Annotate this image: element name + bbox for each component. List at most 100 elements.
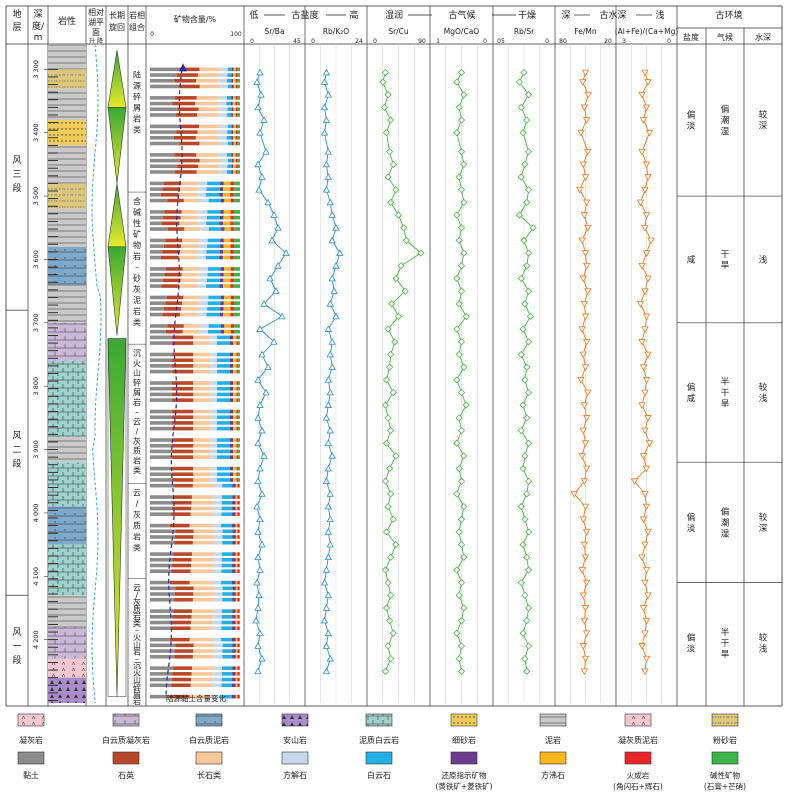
data-point xyxy=(254,103,262,111)
mineral-bar-segment xyxy=(175,96,197,100)
mineral-bar-segment xyxy=(172,466,194,471)
mineral-bar-segment xyxy=(179,284,198,288)
header-stratum-char: 层 xyxy=(12,22,21,33)
legend-label: 还原指示矿物 xyxy=(442,770,487,780)
rock-assoc-label-char: – xyxy=(135,408,139,417)
header-stratum: 地层 xyxy=(12,8,21,33)
rock-assoc-label-char: 屑 xyxy=(133,103,141,112)
mineral-bar-segment xyxy=(169,523,190,528)
data-point xyxy=(382,604,391,612)
env-depth: 浅 xyxy=(759,393,768,404)
mineral-bar-segment xyxy=(239,483,240,488)
header-lake-level-sub: 升 降 xyxy=(89,37,103,45)
data-point xyxy=(324,439,333,447)
mineral-bar-segment xyxy=(196,78,219,83)
header-env: 古环境 xyxy=(715,9,742,21)
data-point xyxy=(579,592,587,600)
mineral-bar-segment xyxy=(233,96,236,100)
mineral-bar-segment xyxy=(176,130,198,134)
data-point xyxy=(387,426,395,435)
mineral-bar-segment xyxy=(231,523,236,528)
mineral-bar-segment xyxy=(229,369,234,374)
mineral-bar-segment xyxy=(150,295,167,300)
mineral-bar-segment xyxy=(210,415,218,420)
data-point xyxy=(582,465,591,473)
mineral-bar-segment xyxy=(233,455,237,459)
legend-label: 黏土 xyxy=(23,770,39,780)
mineral-bar-segment xyxy=(235,620,238,625)
header-depth: 度/ xyxy=(32,20,45,32)
mineral-bar-segment xyxy=(231,227,235,231)
mineral-bar-segment xyxy=(235,609,238,613)
mineral-bar-segment xyxy=(212,683,222,688)
rock-assoc-label-char: 岩 xyxy=(133,646,141,656)
legend-swatch xyxy=(195,751,223,765)
data-point xyxy=(580,478,589,486)
mineral-bar-segment xyxy=(207,301,221,305)
mineral-bar-segment xyxy=(232,677,236,682)
env-depth: 较 xyxy=(759,632,768,643)
mineral-bar-segment xyxy=(172,409,194,414)
series-name: Fe/Mn xyxy=(574,27,597,36)
mineral-bar-segment xyxy=(193,443,211,448)
mineral-bar-segment xyxy=(181,244,199,248)
mineral-bar-segment xyxy=(223,312,231,317)
rock-assoc-label-char: 灰 xyxy=(133,597,141,607)
mineral-bar-segment xyxy=(233,358,237,362)
data-point xyxy=(328,274,336,282)
mineral-bar-segment xyxy=(177,164,199,169)
mineral-bar-segment xyxy=(173,666,192,670)
mineral-bar-segment xyxy=(231,170,234,174)
mineral-bar-segment xyxy=(227,141,232,146)
mineral-bar-segment xyxy=(214,586,223,591)
data-point xyxy=(645,129,654,137)
mineral-bar-segment xyxy=(234,324,240,328)
mineral-bar-segment xyxy=(217,381,230,385)
mineral-bar-segment xyxy=(239,620,240,625)
mineral-bar-segment xyxy=(237,512,240,516)
header-cycle: 长期 xyxy=(109,10,125,20)
mineral-bar-segment xyxy=(233,307,240,311)
mineral-bar-segment xyxy=(222,649,233,653)
data-point xyxy=(521,452,529,460)
mineral-bar-segment xyxy=(233,443,237,448)
mineral-bar-segment xyxy=(150,158,180,163)
header-climate: 古气候 xyxy=(448,9,475,21)
mineral-bar-segment xyxy=(219,141,228,146)
data-point xyxy=(256,68,264,76)
header-rock-assoc: 岩相 xyxy=(129,10,145,20)
lithology-bed xyxy=(48,595,86,627)
mineral-bar-segment xyxy=(238,455,240,459)
mineral-bar-segment xyxy=(198,215,207,220)
data-point xyxy=(455,236,463,244)
mineral-bar-segment xyxy=(150,181,164,186)
mineral-bar-segment xyxy=(239,649,240,653)
mineral-bar-segment xyxy=(217,443,230,448)
mineral-bar-segment xyxy=(197,250,207,254)
rock-assoc-label-char: 类 xyxy=(133,317,141,327)
mineral-bar-segment xyxy=(192,540,214,545)
legend-label: 长石类 xyxy=(197,770,221,780)
rock-assoc-label-char: 碱 xyxy=(133,208,141,217)
mineral-bar-segment xyxy=(234,267,240,271)
data-point xyxy=(517,173,525,181)
data-point xyxy=(644,592,652,600)
mineral-bar-segment xyxy=(239,615,240,619)
mineral-bar-segment xyxy=(167,324,184,328)
data-point xyxy=(523,262,531,270)
mineral-bar-segment xyxy=(213,672,222,676)
mineral-bar-segment xyxy=(208,198,222,203)
mineral-bar-segment xyxy=(213,557,222,562)
mineral-bar-segment xyxy=(207,307,221,311)
header-lithology: 岩性 xyxy=(58,15,76,27)
data-point xyxy=(278,312,286,320)
mineral-bar-segment xyxy=(150,535,175,539)
mineral-bar-segment xyxy=(150,96,176,100)
data-point xyxy=(523,617,531,625)
mineral-bar-segment xyxy=(199,84,220,89)
mineral-bar-segment xyxy=(229,341,234,345)
stratum-label-char: 三 xyxy=(12,170,21,180)
mineral-bar-segment xyxy=(197,312,207,317)
mineral-bar-segment xyxy=(222,552,233,556)
